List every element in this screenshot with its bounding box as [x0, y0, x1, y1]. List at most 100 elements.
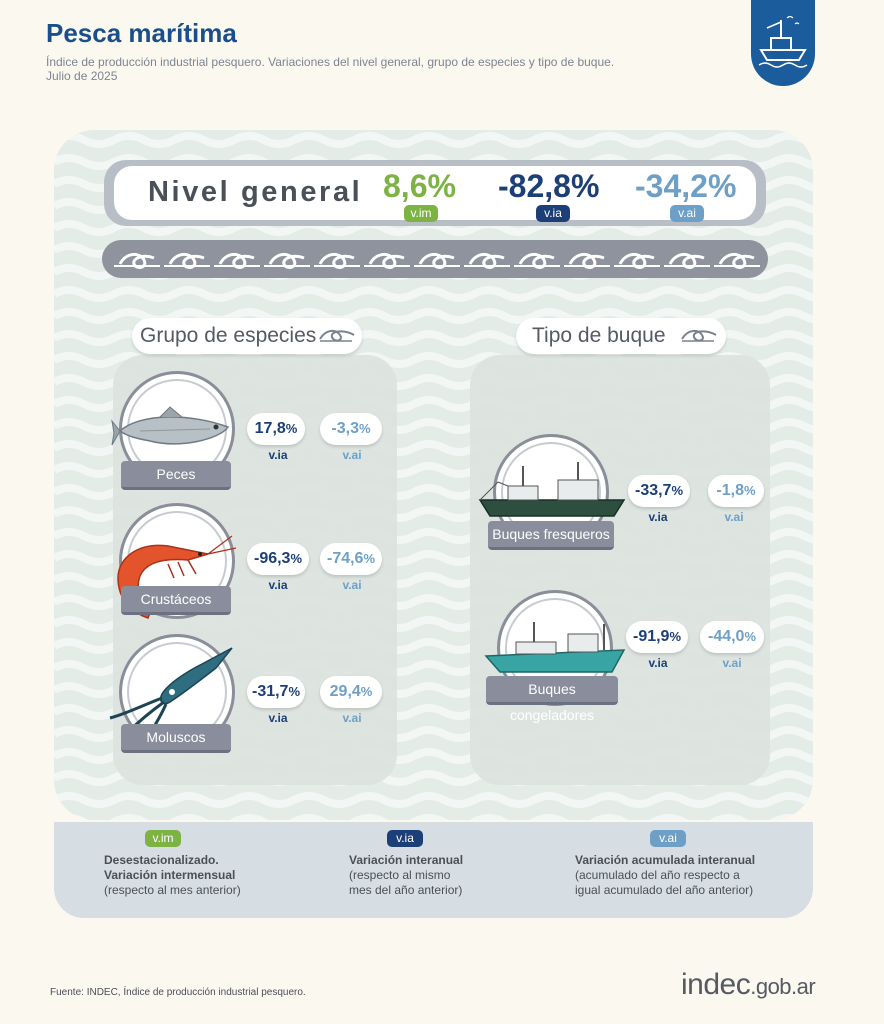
peces-via-tag: v.ia	[268, 448, 288, 462]
subtitle-description: Índice de producción industrial pesquero…	[46, 55, 615, 69]
nivel-general-vai-tag: v.ai	[670, 205, 704, 222]
rope-knot	[668, 253, 705, 269]
legend-vim-line1: Desestacionalizado.	[104, 853, 219, 867]
fresqueros-vai-tag: v.ai	[724, 510, 744, 524]
pct-sign: %	[290, 551, 303, 566]
legend-vai-text: Variación acumulada interanual (acumulad…	[575, 853, 755, 898]
legend-vim-tag: v.im	[145, 830, 181, 847]
fresqueros-via-value: -33,7%	[628, 475, 690, 507]
peces-vai-value: -3,3%	[320, 413, 382, 445]
pct-sign: %	[669, 629, 682, 644]
wave-line	[54, 132, 813, 148]
fresqueros-via-tag: v.ia	[648, 510, 668, 524]
buques-section-header: Tipo de buque	[516, 318, 726, 354]
especie-label-moluscos: Moluscos	[121, 724, 231, 753]
rope-knot	[418, 253, 455, 269]
peces-vai-tag: v.ai	[342, 448, 362, 462]
rope-knot	[718, 253, 755, 269]
fishing-boat-badge	[751, 0, 815, 86]
legend-vai-tag: v.ai	[650, 830, 686, 847]
peces-via-value: 17,8%	[247, 413, 305, 445]
wave-line	[54, 814, 810, 820]
especies-section-header: Grupo de especies	[132, 318, 362, 354]
moluscos-via-tag: v.ia	[268, 711, 288, 725]
peces-vai-number: -3,3	[331, 420, 359, 437]
congeladores-vai-tag: v.ai	[722, 656, 742, 670]
fresqueros-via-number: -33,7	[634, 482, 672, 499]
pct-sign: %	[360, 684, 373, 699]
crustaceos-vai-number: -74,6	[326, 550, 364, 567]
buque-label-congeladores: Buques congeladores	[486, 676, 618, 723]
crustaceos-via-value: -96,3%	[247, 543, 309, 575]
squid-icon	[109, 647, 233, 741]
crustaceos-via-number: -96,3	[253, 550, 291, 567]
legend-vai-line3: igual acumulado del año anterior)	[575, 883, 754, 897]
rope-knot	[168, 253, 205, 269]
source-note: Fuente: INDEC, Índice de producción indu…	[50, 987, 306, 998]
crustaceos-vai-tag: v.ai	[342, 578, 362, 592]
nivel-general-vim-tag: v.im	[404, 205, 438, 222]
pct-sign: %	[285, 421, 298, 436]
indec-logo-main: indec	[681, 968, 751, 1001]
moluscos-via-value: -31,7%	[247, 676, 305, 708]
rope-knot	[618, 253, 655, 269]
pct-sign: %	[744, 483, 756, 498]
rope-knot	[268, 253, 305, 269]
especie-label-crustaceos: Crustáceos	[121, 586, 231, 615]
congeladores-via-value: -91,9%	[626, 621, 688, 653]
especie-label-peces: Peces	[121, 461, 231, 490]
nivel-general-via-tag: v.ia	[536, 205, 570, 222]
legend-vim-line3: (respecto al mes anterior)	[104, 883, 241, 897]
legend-via-text: Variación interanual (respecto al mismo …	[349, 853, 463, 898]
crustaceos-via-tag: v.ia	[268, 578, 288, 592]
nivel-general-via-value: -82,8%	[498, 168, 600, 204]
subtitle-date: Julio de 2025	[46, 69, 118, 83]
wave-line	[54, 792, 813, 808]
rope-divider	[102, 240, 768, 278]
nivel-general-vim-value: 8,6%	[383, 168, 456, 204]
rope-knot	[368, 253, 405, 269]
moluscos-via-number: -31,7	[251, 683, 289, 700]
moluscos-vai-number: 29,4	[329, 683, 361, 700]
pct-sign: %	[671, 483, 684, 498]
indec-logo[interactable]: indec.gob.ar	[681, 968, 816, 1002]
fish-icon	[111, 406, 230, 446]
rope-knot	[468, 253, 505, 269]
rope-knot-icon	[319, 329, 355, 342]
rope-knot-icon	[681, 329, 717, 342]
fresh-fishing-ship-icon	[478, 462, 626, 517]
rope-knot	[118, 253, 155, 269]
congeladores-vai-number: -44,0	[707, 628, 745, 645]
legend-vim-line2: Variación intermensual	[104, 868, 236, 882]
legend-via-line3: mes del año anterior)	[349, 883, 463, 897]
legend-vim-text: Desestacionalizado. Variación intermensu…	[104, 853, 241, 898]
especies-section-title: Grupo de especies	[140, 324, 317, 347]
nivel-general-label: Nivel general	[148, 176, 363, 208]
rope-knot	[218, 253, 255, 269]
moluscos-vai-tag: v.ai	[342, 711, 362, 725]
fresqueros-vai-number: -1,8	[716, 482, 744, 499]
buque-label-fresqueros: Buques fresqueros	[488, 521, 614, 550]
fishing-boat-icon	[758, 15, 808, 68]
legend-vai-line2: (acumulado del año respecto a	[575, 868, 740, 882]
page-subtitle: Índice de producción industrial pesquero…	[46, 55, 614, 83]
wave-line	[54, 286, 813, 302]
rope-knot	[568, 253, 605, 269]
rope-knot	[318, 253, 355, 269]
pct-sign: %	[288, 684, 301, 699]
legend-via-tag: v.ia	[387, 830, 423, 847]
pct-sign: %	[744, 629, 757, 644]
legend-via-line1: Variación interanual	[349, 853, 464, 867]
legend-vai-line1: Variación acumulada interanual	[575, 853, 756, 867]
congeladores-via-tag: v.ia	[648, 656, 668, 670]
moluscos-vai-value: 29,4%	[320, 676, 382, 708]
pct-sign: %	[363, 551, 376, 566]
rope-knot	[518, 253, 555, 269]
buques-section-title: Tipo de buque	[532, 324, 666, 347]
congeladores-vai-value: -44,0%	[700, 621, 764, 653]
freezer-ship-icon	[484, 622, 626, 673]
rope-knots-pattern	[114, 253, 760, 269]
indec-logo-domain: .gob.ar	[750, 974, 816, 999]
nivel-general-vai-value: -34,2%	[635, 168, 737, 204]
page-title: Pesca marítima	[46, 18, 237, 48]
